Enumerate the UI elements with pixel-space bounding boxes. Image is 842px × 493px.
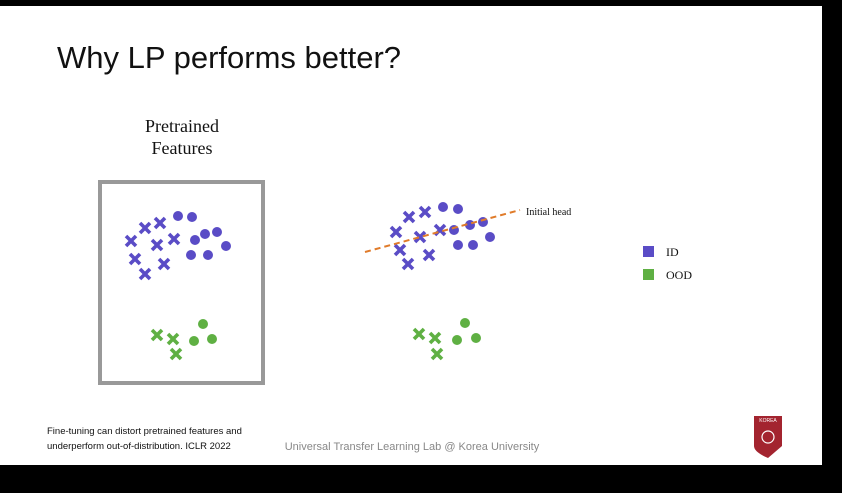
initial-head-line — [364, 209, 521, 253]
logo: KOREA — [754, 416, 782, 458]
footnote: Fine-tuning can distort pretrained featu… — [47, 426, 242, 437]
head-label: Initial head — [526, 207, 571, 218]
slide — [0, 6, 822, 465]
legend-label: ID — [666, 245, 679, 259]
panel-label: Pretrained — [145, 116, 219, 136]
logo-text: KOREA — [759, 418, 777, 424]
feature-box — [98, 180, 265, 385]
slide-title: Why LP performs better? — [57, 40, 401, 75]
legend-swatch — [643, 269, 654, 280]
panel-label: Features — [152, 138, 213, 158]
footnote: underperform out-of-distribution. ICLR 2… — [47, 441, 231, 452]
legend-label: OOD — [666, 268, 692, 282]
footer: Universal Transfer Learning Lab @ Korea … — [285, 441, 540, 453]
legend-swatch — [643, 246, 654, 257]
